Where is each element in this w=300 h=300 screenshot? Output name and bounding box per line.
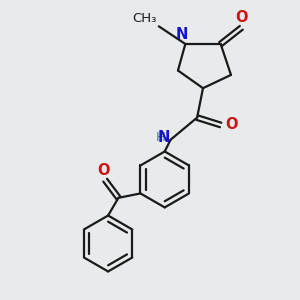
Text: N: N xyxy=(158,130,170,145)
Text: H: H xyxy=(155,131,165,144)
Text: CH₃: CH₃ xyxy=(132,12,157,25)
Text: N: N xyxy=(176,27,188,42)
Text: O: O xyxy=(98,163,110,178)
Text: O: O xyxy=(235,11,247,26)
Text: O: O xyxy=(225,118,238,133)
